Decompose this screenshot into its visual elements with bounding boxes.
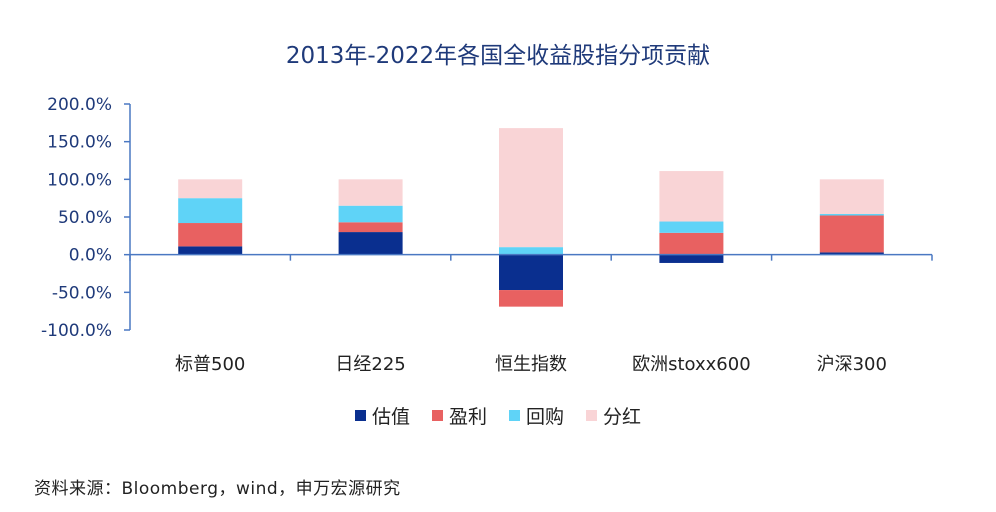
- bar-segment: [819, 213, 884, 216]
- legend-item: 估值: [354, 402, 410, 429]
- bar-segment: [819, 252, 884, 255]
- category-label: 日经225: [335, 354, 405, 375]
- bar-segment: [499, 128, 563, 248]
- category-label: 恒生指数: [495, 354, 567, 375]
- y-tick-label: -100.0%: [41, 321, 112, 341]
- y-tick-label: 100.0%: [47, 170, 112, 190]
- legend: 估值 盈利 回购 分红: [0, 402, 996, 429]
- chart-title: 2013年-2022年各国全收益股指分项贡献: [285, 43, 711, 69]
- category-label: 欧洲stoxx600: [632, 354, 751, 375]
- bar-segment: [338, 232, 403, 255]
- bar-segment: [819, 179, 884, 214]
- bar-segment: [338, 179, 403, 206]
- legend-item: 分红: [586, 402, 641, 429]
- y-tick-label: 50.0%: [58, 208, 112, 228]
- legend-item: 盈利: [431, 402, 487, 429]
- legend-swatch: [509, 410, 520, 421]
- legend-label: 盈利: [448, 406, 487, 428]
- bar-segment: [659, 254, 724, 263]
- legend-swatch: [586, 410, 598, 421]
- bar-segment: [499, 290, 563, 307]
- bar-segment: [499, 254, 563, 291]
- bar-segment: [178, 223, 243, 247]
- y-tick-label: -50.0%: [52, 283, 112, 303]
- bars: [178, 128, 884, 307]
- legend-label: 估值: [371, 406, 410, 428]
- bar-segment: [499, 247, 563, 255]
- bar-segment: [338, 222, 403, 233]
- bar-segment: [178, 198, 243, 224]
- x-axis: 标普500 日经225 恒生指数 欧洲stoxx600 沪深300: [129, 253, 933, 375]
- source-note: 资料来源：Bloomberg，wind，申万宏源研究: [34, 479, 401, 499]
- stacked-bar-chart: 200.0% 150.0% 100.0% 50.0% 0.0% -50.0% -100.0%…: [41, 95, 933, 375]
- y-tick-label: 150.0%: [47, 133, 112, 153]
- legend-swatch: [354, 410, 366, 421]
- legend-swatch: [431, 410, 443, 421]
- category-label: 标普500: [175, 354, 245, 375]
- bar-segment: [178, 246, 243, 255]
- legend-label: 分红: [603, 406, 642, 428]
- bar-segment: [338, 205, 403, 223]
- legend-label: 回购: [526, 406, 565, 428]
- bar-segment: [659, 221, 724, 233]
- y-tick-label: 200.0%: [47, 95, 112, 115]
- bar-segment: [819, 215, 884, 253]
- y-tick-label: 0.0%: [69, 246, 112, 266]
- bar-segment: [659, 232, 724, 255]
- bar-segment: [659, 171, 724, 222]
- category-label: 沪深300: [817, 354, 887, 375]
- bar-segment: [178, 179, 243, 199]
- y-axis: 200.0% 150.0% 100.0% 50.0% 0.0% -50.0% -100.0%: [41, 95, 131, 341]
- legend-item: 回购: [509, 402, 564, 429]
